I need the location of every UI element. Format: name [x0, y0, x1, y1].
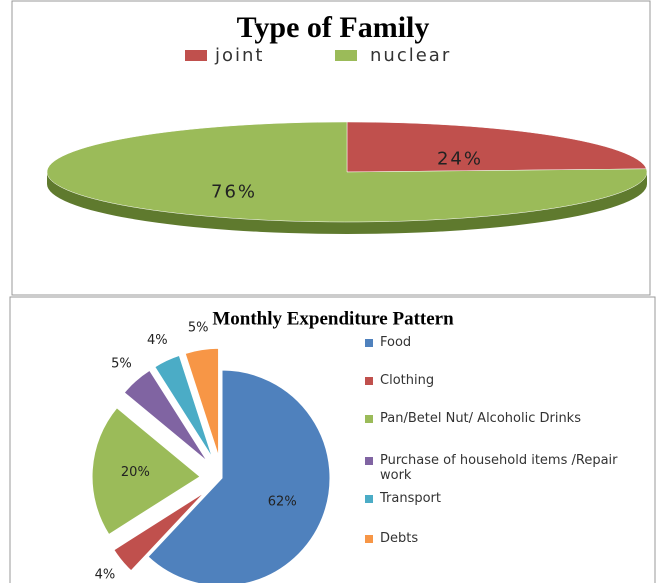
data-label: 20% — [121, 465, 150, 480]
data-label: 4% — [95, 567, 116, 582]
data-label: 5% — [111, 356, 132, 371]
legend-item: Food — [365, 335, 620, 350]
pie-slice — [147, 369, 331, 583]
pie-slice — [91, 407, 201, 536]
legend-swatch — [365, 339, 373, 347]
legend-swatch — [365, 535, 373, 543]
legend-swatch — [335, 50, 357, 61]
data-label: 62% — [268, 494, 297, 509]
legend-item: Transport — [365, 491, 620, 506]
data-label: 4% — [147, 333, 168, 348]
chart-frame — [11, 0, 651, 296]
legend-label: Food — [380, 335, 412, 350]
legend-item: Purchase of household items /Repair work — [365, 453, 620, 483]
pie-slice — [184, 347, 220, 457]
data-label: 24% — [437, 149, 483, 170]
pie-slice — [123, 369, 208, 462]
legend-swatch — [365, 377, 373, 385]
data-label: 76% — [211, 181, 257, 202]
legend-label: Purchase of household items /Repair work — [380, 453, 618, 483]
data-label: 5% — [188, 320, 209, 335]
legend-swatch — [365, 415, 373, 423]
legend-swatch — [365, 495, 373, 503]
chart-title: Type of Family — [237, 11, 430, 44]
legend-swatch — [365, 457, 373, 465]
legend-label: joint — [214, 45, 264, 66]
chart-title: Monthly Expenditure Pattern — [212, 308, 454, 329]
pie-slice — [113, 491, 206, 572]
legend-item: Clothing — [365, 373, 620, 388]
legend-label: Clothing — [380, 373, 435, 388]
legend-label: Transport — [380, 491, 442, 506]
legend-label: Pan/Betel Nut/ Alcoholic Drinks — [380, 411, 581, 426]
legend-label: Debts — [380, 531, 419, 546]
pie-slice — [346, 121, 647, 173]
legend-item: Pan/Betel Nut/ Alcoholic Drinks — [365, 411, 620, 426]
legend-item: Debts — [365, 531, 620, 546]
legend-swatch — [185, 50, 207, 61]
chart-frame — [9, 296, 656, 583]
pie-slice — [46, 121, 648, 223]
legend-label: nuclear — [370, 45, 451, 66]
pie-slice — [154, 354, 214, 459]
